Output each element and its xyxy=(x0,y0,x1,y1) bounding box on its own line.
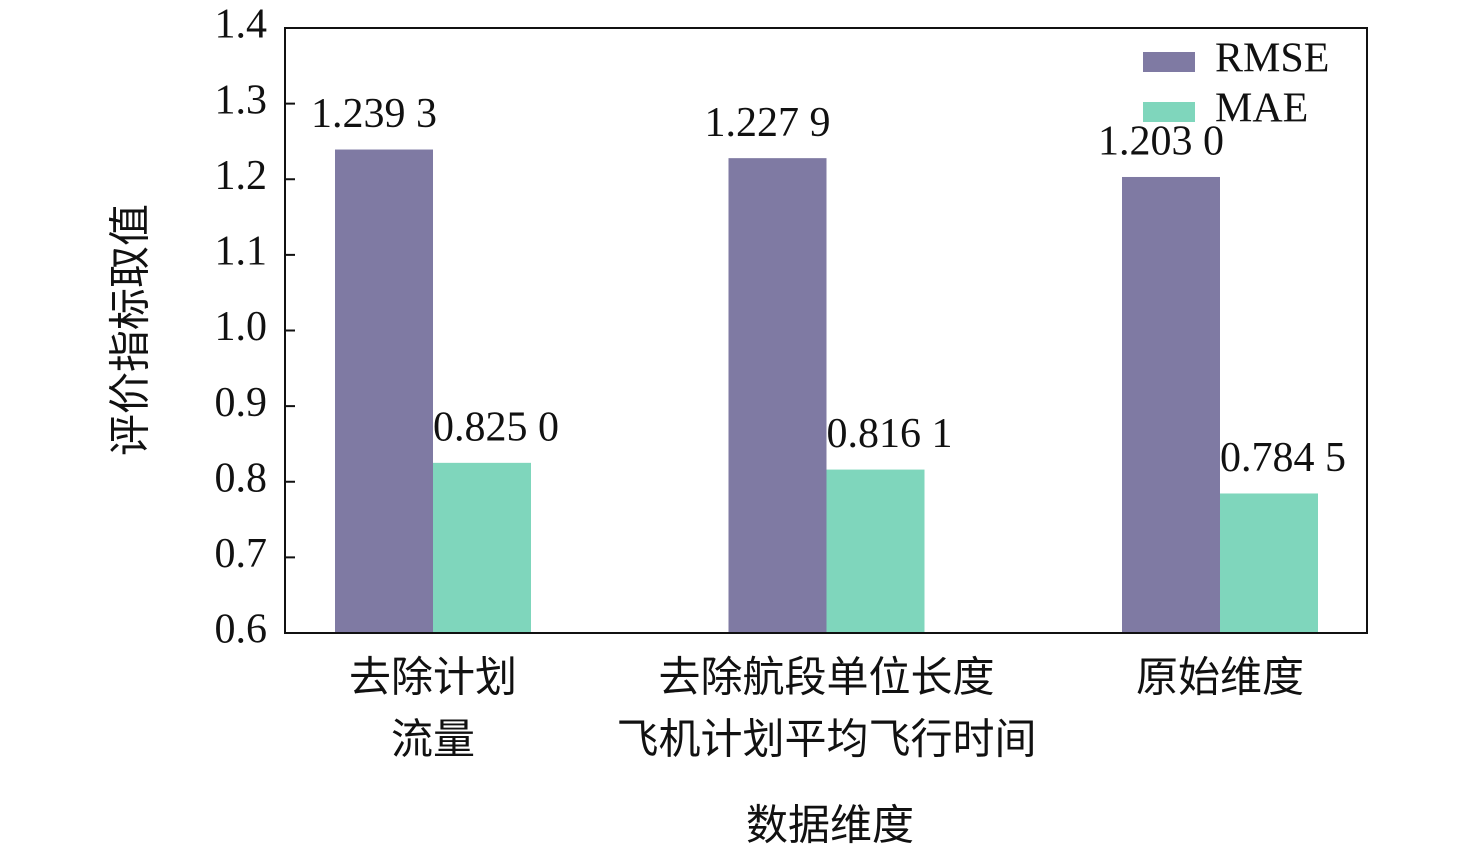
y-tick-label: 1.1 xyxy=(215,229,268,275)
y-tick-label: 1.0 xyxy=(215,304,268,350)
y-tick-label: 0.7 xyxy=(215,531,268,577)
value-label: 1.203 0 xyxy=(1098,119,1224,165)
x-tick-label: 流量 xyxy=(391,718,475,764)
legend-swatch xyxy=(1143,102,1195,122)
y-tick-label: 1.3 xyxy=(215,77,268,123)
bar xyxy=(826,469,925,633)
x-axis-label: 数据维度 xyxy=(746,804,914,850)
bar xyxy=(1220,493,1318,633)
bar xyxy=(1122,176,1220,633)
y-tick-label: 1.2 xyxy=(215,153,268,199)
bar xyxy=(728,158,827,633)
bar xyxy=(335,149,433,634)
y-tick-label: 1.4 xyxy=(215,2,268,48)
x-tick-label: 去除航段单位长度 xyxy=(658,655,994,702)
y-tick-label: 0.9 xyxy=(215,380,268,426)
plot-frame xyxy=(284,27,1368,634)
y-tick-label: 0.6 xyxy=(215,607,268,653)
x-tick-label: 飞机计划平均飞行时间 xyxy=(616,718,1036,764)
value-label: 1.227 9 xyxy=(705,100,831,146)
y-tick-label: 0.8 xyxy=(215,455,268,501)
x-tick-label: 去除计划 xyxy=(349,655,517,702)
value-label: 0.825 0 xyxy=(433,404,559,450)
bar xyxy=(433,462,531,633)
legend-label: MAE xyxy=(1215,86,1308,132)
value-label: 1.239 3 xyxy=(311,91,437,137)
x-tick-label: 原始维度 xyxy=(1136,656,1304,702)
value-label: 0.784 5 xyxy=(1220,435,1346,481)
legend-swatch xyxy=(1143,52,1195,72)
y-axis-label: 评价指标取值 xyxy=(109,204,155,456)
value-label: 0.816 1 xyxy=(827,411,953,457)
legend-label: RMSE xyxy=(1215,36,1329,82)
